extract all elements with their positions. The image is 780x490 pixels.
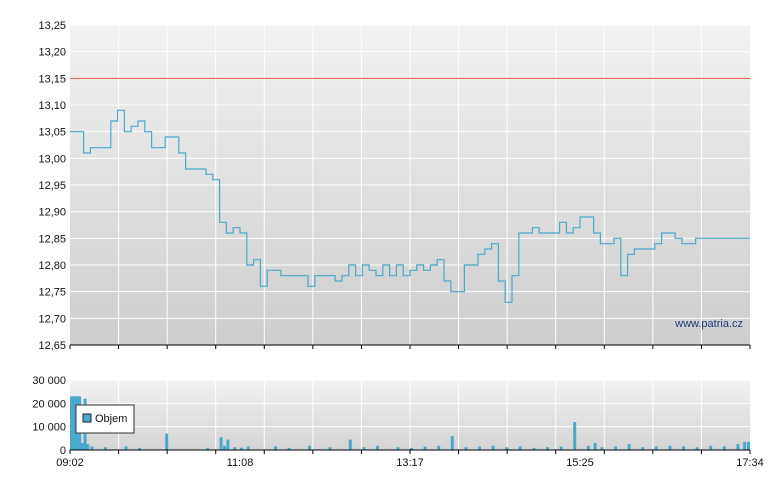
volume-bar [478,446,481,450]
volume-bar [722,446,726,450]
volume-bar [682,446,685,450]
volume-bar [362,447,366,450]
volume-bar [423,446,427,450]
volume-bar [233,447,237,450]
price-y-tick-label: 12,80 [38,260,66,272]
price-y-tick-label: 12,75 [38,287,66,299]
price-y-tick-label: 13,20 [38,47,66,59]
legend: Objem [75,404,135,434]
volume-bar [614,446,617,450]
volume-bar [348,439,352,450]
volume-bar [287,447,291,450]
volume-bar [410,447,413,450]
legend-label: Objem [95,413,127,425]
volume-bar [593,443,597,450]
volume-bar [138,447,141,450]
volume-y-tick-label: 0 [60,445,66,457]
volume-bar [450,436,454,450]
price-panel: 13,25 13,20 13,15 13,10 13,05 13,00 12,95 12,90… [38,20,751,352]
volume-y-tick-label: 20 000 [32,398,66,410]
volume-bar [464,447,468,450]
volume-bar [124,446,128,450]
volume-bar [505,447,509,450]
time-x-tick-label: 09:02 [56,457,84,469]
legend-swatch-icon [82,413,92,423]
volume-bar [376,445,379,450]
price-y-tick-label: 13,15 [38,73,66,85]
price-y-tick-label: 13,05 [38,127,66,139]
legend-box [75,404,135,434]
volume-bar [104,447,107,450]
volume-bar [90,446,94,450]
time-x-tick-labels: 09:02 11:08 13:17 15:25 17:34 [56,457,764,469]
volume-bar [223,445,226,450]
price-y-tick-label: 13,25 [38,20,66,32]
volume-bar [72,396,76,450]
price-y-tick-label: 12,90 [38,207,66,219]
volume-bar [240,447,243,450]
volume-bar [736,444,740,450]
volume-bar [546,447,549,450]
volume-bar [586,445,590,450]
volume-bar [165,433,169,450]
price-y-tick-label: 12,85 [38,233,66,245]
volume-bar [274,446,277,450]
volume-bar [695,447,699,450]
price-y-tick-label: 12,95 [38,180,66,192]
volume-panel: 30 000 20 000 10 000 0 09:02 11:08 13:17 15:25… [32,375,763,469]
price-series-line [70,109,750,303]
volume-bar [70,396,73,450]
time-x-tick-label: 17:34 [736,457,764,469]
volume-bar [532,447,536,450]
volume-bar [747,441,750,450]
volume-bar [246,446,250,450]
volume-y-tick-label: 10 000 [32,422,66,434]
volume-bar [80,443,84,450]
volume-bar [641,447,645,450]
time-x-tick-label: 15:25 [566,457,594,469]
time-x-tick-label: 11:08 [227,457,254,469]
volume-bar [206,447,209,450]
volume-bar [627,444,631,450]
volume-bar [709,445,713,450]
volume-bar [86,444,90,450]
time-x-tick-label: 13:17 [396,457,424,469]
volume-bar [491,445,495,450]
volume-bar [573,422,577,450]
price-y-tick-label: 12,65 [38,340,66,352]
volume-bar [396,447,400,450]
volume-bar [654,446,658,450]
price-y-tick-label: 13,10 [38,100,66,112]
watermark: www.patria.cz [674,318,743,330]
volume-bar [219,437,223,450]
volume-bar [518,446,522,450]
price-y-tick-labels: 13,25 13,20 13,15 13,10 13,05 13,00 12,95 12,90… [38,20,66,352]
volume-x-ticks [69,450,751,454]
volume-bar [308,445,311,450]
volume-bar [668,445,672,450]
volume-bar [600,447,604,450]
volume-y-tick-labels: 30 000 20 000 10 000 0 [32,375,66,457]
price-x-ticks [69,345,751,349]
volume-bar [328,447,332,450]
volume-bar [226,439,230,450]
price-y-tick-label: 12,70 [38,313,66,325]
volume-bar [559,446,563,450]
volume-bar [743,441,747,450]
volume-bar [437,445,441,450]
volume-y-tick-label: 30 000 [32,375,66,387]
price-y-tick-label: 13,00 [38,153,66,165]
